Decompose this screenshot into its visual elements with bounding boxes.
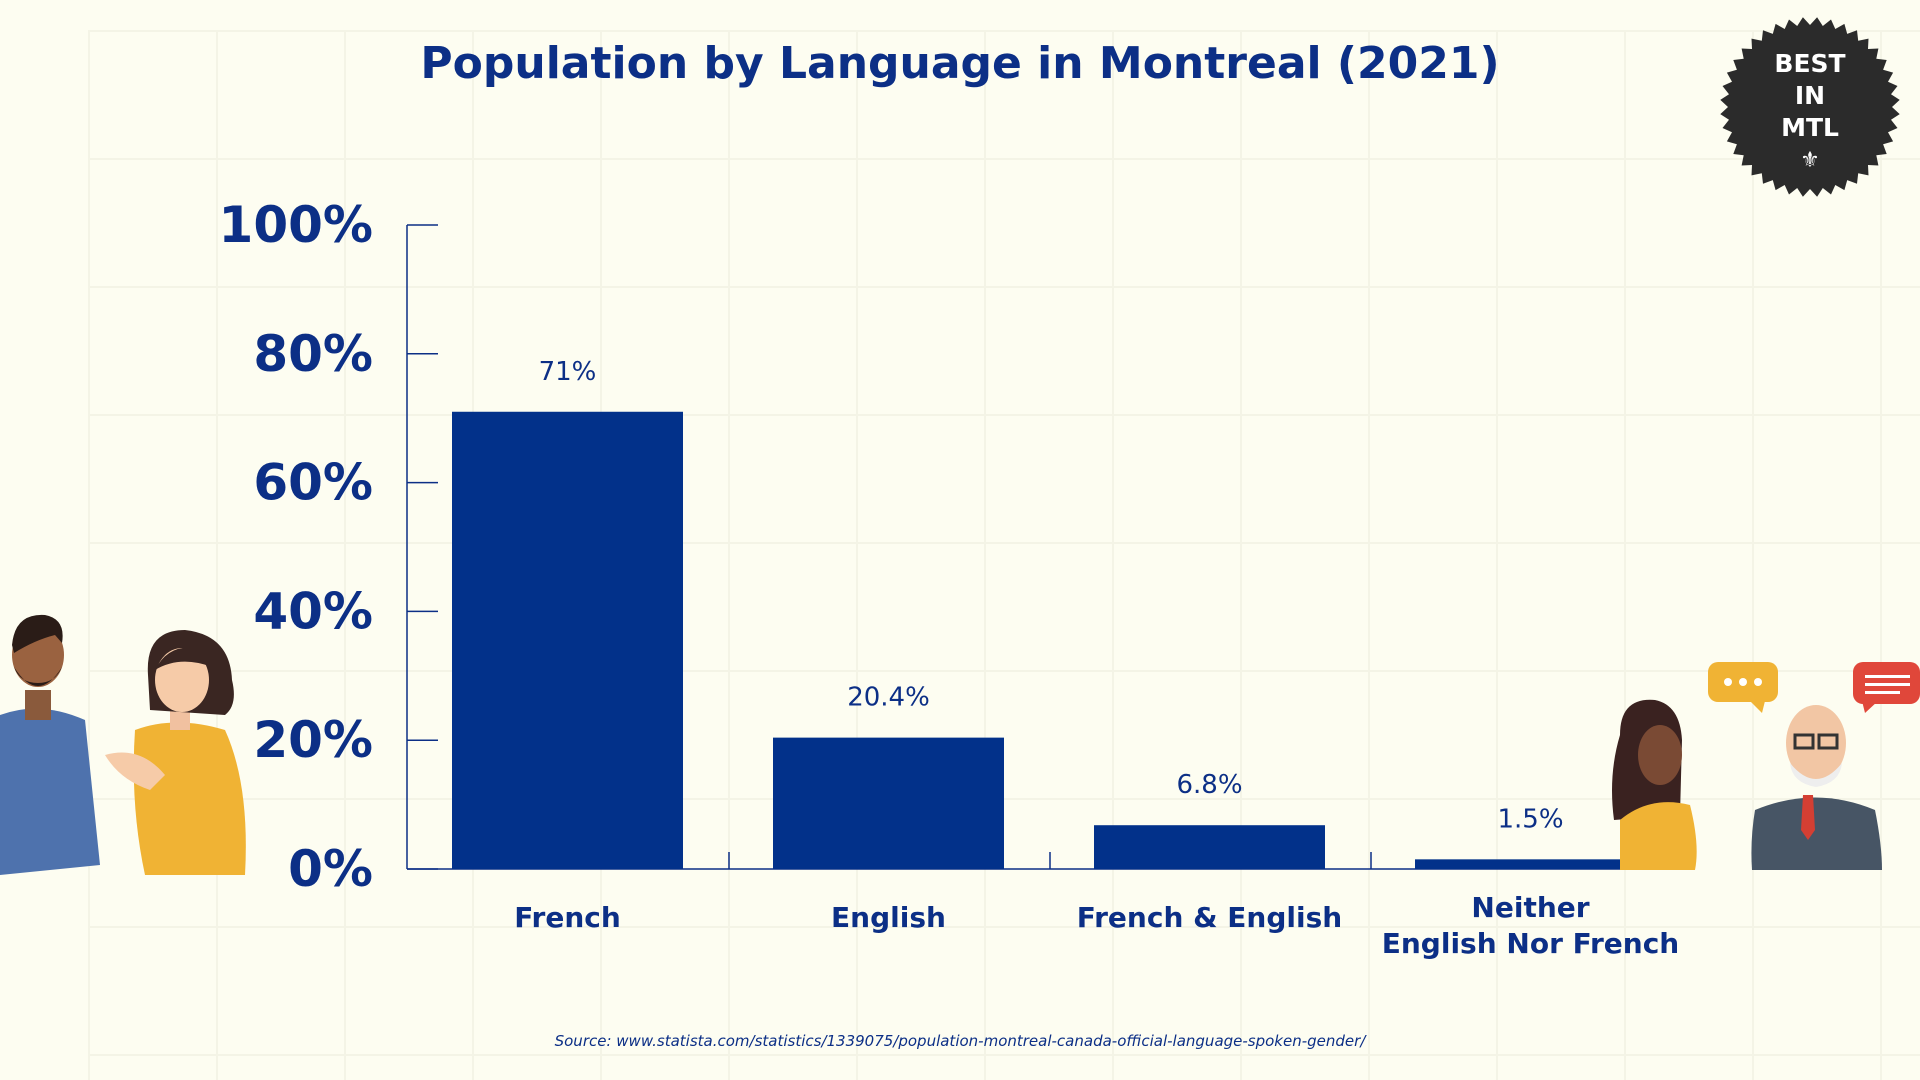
x-category-label: English Nor French xyxy=(1382,927,1679,960)
x-category-label: French & English xyxy=(1077,901,1342,934)
bar-neither-english-nor-french xyxy=(1415,859,1646,869)
chart-title: Population by Language in Montreal (2021… xyxy=(420,38,1500,89)
y-tick-label: 20% xyxy=(253,711,373,769)
data-label: 1.5% xyxy=(1497,804,1563,834)
people-talking-illustration-left xyxy=(0,614,246,875)
data-label: 20.4% xyxy=(847,683,930,713)
background-grid xyxy=(88,30,1920,1080)
y-tick-label: 80% xyxy=(253,325,373,383)
x-category-label: French xyxy=(514,901,621,934)
man-figure xyxy=(1751,705,1882,870)
y-tick-label: 60% xyxy=(253,454,373,512)
y-tick-label: 0% xyxy=(288,840,373,898)
data-label: 71% xyxy=(539,357,597,387)
bar-french xyxy=(452,411,683,869)
speech-bubble-lines-icon xyxy=(1853,662,1920,713)
people-talking-illustration-right xyxy=(1612,662,1920,870)
fleur-de-lis-icon: ⚜ xyxy=(1800,148,1820,173)
woman-figure xyxy=(1612,699,1697,870)
x-category-label: Neither xyxy=(1471,891,1589,924)
y-tick-label: 40% xyxy=(253,582,373,640)
speech-bubble-dots-icon xyxy=(1708,662,1778,713)
badge-line-3: MTL xyxy=(1781,113,1839,142)
man-figure xyxy=(0,614,100,875)
source-note: Source: www.statista.com/statistics/1339… xyxy=(554,1032,1366,1050)
data-label: 6.8% xyxy=(1176,770,1242,800)
badge-line-1: BEST xyxy=(1774,49,1845,78)
woman-figure xyxy=(105,630,246,875)
bar-french-english xyxy=(1094,825,1325,869)
x-category-label: English xyxy=(831,901,946,934)
badge-line-2: IN xyxy=(1795,81,1825,110)
y-tick-label: 100% xyxy=(219,196,373,254)
bar-english xyxy=(773,737,1004,869)
best-in-mtl-badge: BEST IN MTL ⚜ xyxy=(1720,17,1900,197)
